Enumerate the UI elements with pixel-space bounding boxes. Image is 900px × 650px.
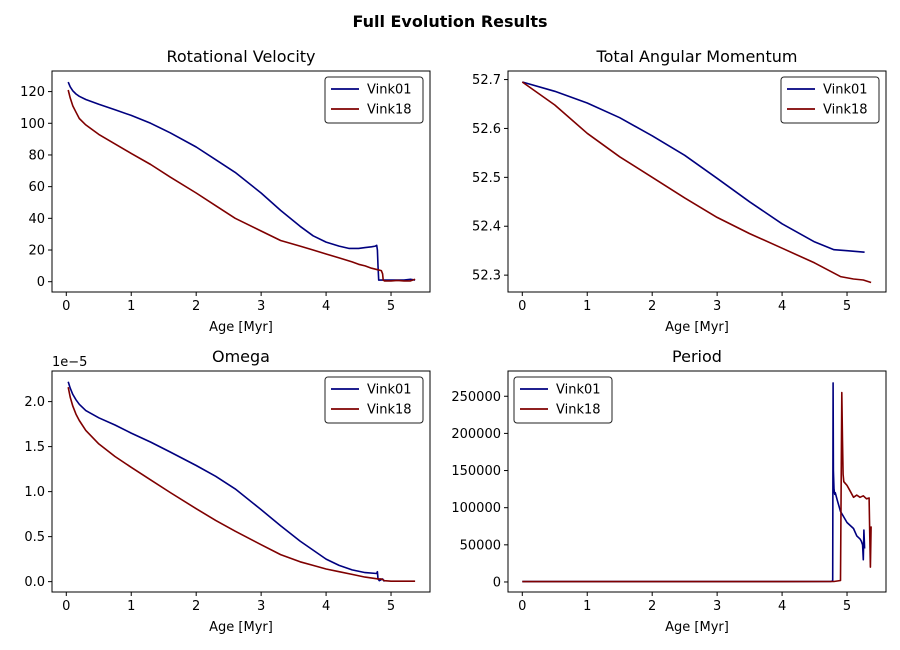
x-tick-label: 3 (713, 299, 721, 314)
y-tick-label: 0 (37, 275, 45, 290)
panel-title: Omega (212, 347, 270, 366)
x-tick-label: 2 (192, 299, 200, 314)
x-tick-label: 5 (387, 299, 395, 314)
legend: Vink01 Vink18 (324, 76, 424, 124)
x-tick-label: 2 (192, 599, 200, 614)
x-tick-label: 4 (322, 299, 330, 314)
axes-frame (507, 70, 887, 293)
x-tick-label: 1 (127, 599, 135, 614)
series-line-vink18 (521, 81, 872, 284)
legend-label-vink18: Vink18 (823, 103, 868, 118)
x-tick-label: 2 (648, 599, 656, 614)
y-tick-label: 100 (20, 117, 45, 132)
chart-panel-3: 0 1 2 3 4 5 0.0 0.5 1.0 1.5 2.0 Omega Age [Myr] 1e−5 V… (24, 347, 431, 635)
axes-frame (507, 370, 887, 593)
x-axis-label: Age [Myr] (665, 620, 729, 635)
x-tick-label: 3 (713, 599, 721, 614)
chart-panel-2: 0 1 2 3 4 5 52.3 52.4 52.5 52.6 52.7 Total Angular … (472, 47, 887, 335)
x-axis-label: Age [Myr] (209, 320, 273, 335)
x-tick-label: 0 (518, 599, 526, 614)
legend-label-vink18: Vink18 (367, 403, 412, 418)
legend: Vink01 Vink18 (780, 76, 880, 124)
x-tick-label: 0 (518, 299, 526, 314)
y-tick-label: 200000 (451, 427, 501, 442)
x-tick-label: 0 (62, 299, 70, 314)
series-line-vink01 (522, 81, 865, 253)
series-line-vink18 (67, 89, 416, 282)
axes-frame (51, 70, 431, 293)
x-axis-label: Age [Myr] (665, 320, 729, 335)
chart-panel-1: 0 1 2 3 4 5 0 20 40 60 80 100 120 Rotational Velocity… (20, 47, 431, 335)
x-tick-label: 4 (322, 599, 330, 614)
legend-label-vink01: Vink01 (367, 83, 412, 98)
panel-title: Total Angular Momentum (596, 47, 798, 66)
y-tick-label: 40 (28, 212, 45, 227)
series-line-vink18 (522, 391, 872, 583)
series-line-vink18 (67, 387, 416, 583)
y-tick-label: 80 (28, 148, 45, 163)
chart-panel-4: 0 1 2 3 4 5 0 50000 100000 150000 200000 250000 Peri… (451, 347, 887, 635)
x-tick-label: 1 (583, 599, 591, 614)
y-tick-label: 50000 (460, 538, 501, 553)
x-tick-label: 3 (257, 299, 265, 314)
y-tick-label: 0 (493, 575, 501, 590)
y-tick-label: 52.5 (472, 171, 501, 186)
series-line-vink01 (67, 381, 386, 583)
legend-label-vink18: Vink18 (367, 103, 412, 118)
legend: Vink01 Vink18 (324, 376, 424, 424)
y-tick-label: 20 (28, 244, 45, 259)
x-tick-label: 2 (648, 299, 656, 314)
y-tick-label: 120 (20, 85, 45, 100)
legend-label-vink01: Vink01 (823, 83, 868, 98)
x-tick-label: 1 (127, 299, 135, 314)
y-tick-label: 1.0 (24, 485, 45, 500)
x-tick-label: 5 (843, 599, 851, 614)
x-tick-label: 5 (387, 599, 395, 614)
legend: Vink01 Vink18 (513, 376, 613, 424)
y-tick-label: 0.5 (24, 530, 45, 545)
y-tick-label: 1.5 (24, 440, 45, 455)
axes-frame (51, 370, 431, 593)
panel-title: Period (672, 347, 722, 366)
y-offset-label: 1e−5 (52, 355, 87, 370)
legend-label-vink01: Vink01 (367, 383, 412, 398)
y-tick-label: 52.3 (472, 269, 501, 284)
figure-title: Full Evolution Results (352, 12, 547, 31)
y-tick-label: 52.4 (472, 220, 501, 235)
x-tick-label: 4 (778, 299, 786, 314)
x-tick-label: 0 (62, 599, 70, 614)
y-tick-label: 52.6 (472, 122, 501, 137)
series-line-vink01 (67, 81, 416, 281)
legend-label-vink01: Vink01 (556, 383, 601, 398)
y-tick-label: 100000 (451, 501, 501, 516)
x-axis-label: Age [Myr] (209, 620, 273, 635)
y-tick-label: 250000 (451, 390, 501, 405)
y-tick-label: 60 (28, 180, 45, 195)
x-tick-label: 1 (583, 299, 591, 314)
x-tick-label: 4 (778, 599, 786, 614)
y-tick-label: 150000 (451, 464, 501, 479)
panel-title: Rotational Velocity (166, 47, 315, 66)
y-tick-label: 2.0 (24, 395, 45, 410)
x-tick-label: 3 (257, 599, 265, 614)
y-tick-label: 52.7 (472, 73, 501, 88)
y-tick-label: 0.0 (24, 575, 45, 590)
x-tick-label: 5 (843, 299, 851, 314)
legend-label-vink18: Vink18 (556, 403, 601, 418)
